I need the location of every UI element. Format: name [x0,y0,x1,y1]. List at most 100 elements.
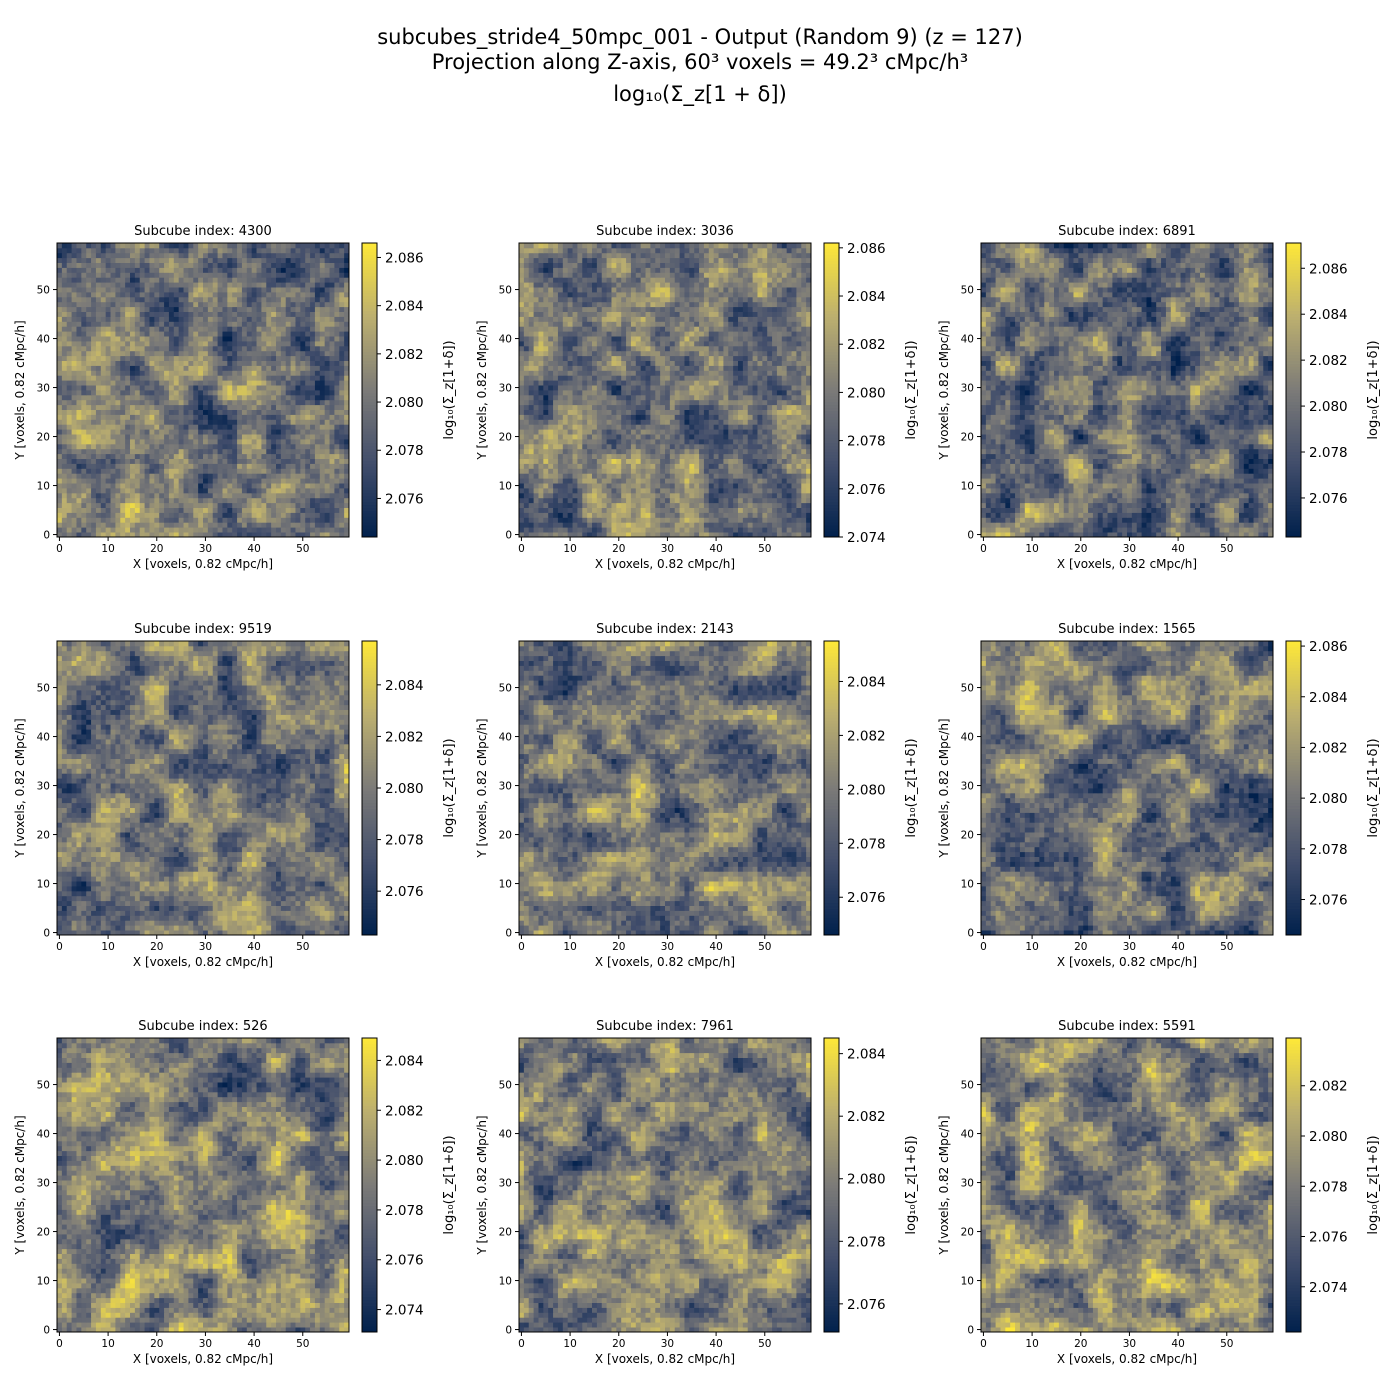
x-tick-label: 40 [247,941,260,953]
colorbar-tick-label: 2.082 [385,729,424,745]
y-tick-label: 0 [505,530,512,542]
y-tick-label: 40 [961,334,974,346]
x-tick-label: 10 [101,543,114,555]
y-tick-label: 40 [499,1129,512,1141]
y-tick-label: 10 [499,879,512,891]
colorbar-label: log₁₀(Σ_z[1+δ]) [442,1135,457,1234]
colorbar-tick-label: 2.082 [847,1109,886,1125]
x-tick-label: 10 [1025,543,1038,555]
x-tick-label: 30 [661,543,674,555]
x-tick-label: 50 [296,543,309,555]
colorbar-tick-label: 2.080 [385,395,424,411]
y-tick-label: 50 [37,285,50,297]
colorbar-tick-label: 2.076 [1309,1230,1348,1246]
y-axis-label: Y [voxels, 0.82 cMpc/h] [13,718,27,858]
colorbar-tick-label: 2.080 [385,781,424,797]
colorbar-tick-label: 2.084 [385,299,424,315]
x-tick-label: 20 [1074,543,1087,555]
y-tick-label: 30 [499,1178,512,1190]
y-tick-label: 10 [961,879,974,891]
colorbar-tick-label: 2.078 [1309,1179,1348,1195]
x-tick-label: 40 [1171,941,1184,953]
colorbar-tick-label: 2.076 [385,1253,424,1269]
subplot-title: Subcube index: 5591 [1058,1019,1196,1034]
y-tick-label: 30 [499,781,512,793]
y-tick-label: 30 [37,1178,50,1190]
x-tick-label: 30 [661,941,674,953]
y-tick-label: 30 [499,383,512,395]
heatmap-image [519,243,811,537]
x-tick-label: 50 [1220,941,1233,953]
figure-title-line3: log₁₀(Σ_z[1 + δ]) [613,82,787,107]
y-axis-label: Y [voxels, 0.82 cMpc/h] [475,1115,489,1255]
y-tick-label: 20 [961,432,974,444]
subplot-title: Subcube index: 526 [138,1019,267,1034]
y-tick-label: 10 [961,481,974,493]
x-tick-label: 40 [247,1338,260,1350]
x-axis-label: X [voxels, 0.82 cMpc/h] [595,955,735,969]
y-tick-label: 50 [37,683,50,695]
x-axis-label: X [voxels, 0.82 cMpc/h] [1057,557,1197,571]
x-tick-label: 10 [563,1338,576,1350]
x-tick-label: 50 [758,941,771,953]
y-axis-label: Y [voxels, 0.82 cMpc/h] [13,1115,27,1255]
x-tick-label: 0 [518,1338,525,1350]
subplot-title: Subcube index: 6891 [1058,224,1196,239]
colorbar-tick-label: 2.080 [1309,399,1348,415]
y-tick-label: 40 [499,334,512,346]
colorbar-tick-label: 2.084 [847,674,886,690]
y-tick-label: 20 [961,1227,974,1239]
y-tick-label: 0 [43,1325,50,1337]
x-tick-label: 20 [1074,1338,1087,1350]
colorbar-tick-label: 2.078 [847,836,886,852]
colorbar-label: log₁₀(Σ_z[1+δ]) [442,738,457,837]
heatmap-image [981,641,1273,935]
x-tick-label: 40 [1171,1338,1184,1350]
y-tick-label: 20 [499,830,512,842]
x-tick-label: 50 [758,1338,771,1350]
colorbar-tick-label: 2.082 [385,347,424,363]
colorbar-tick-label: 2.086 [385,250,424,266]
x-tick-label: 30 [199,543,212,555]
colorbar-tick-label: 2.078 [1309,445,1348,461]
figure-title-line1: subcubes_stride4_50mpc_001 - Output (Ran… [377,25,1023,50]
colorbar-tick-label: 2.082 [385,1103,424,1119]
colorbar-tick-label: 2.076 [1309,491,1348,507]
y-axis-label: Y [voxels, 0.82 cMpc/h] [937,718,951,858]
heatmap-image [519,641,811,935]
colorbar-tick-label: 2.084 [847,1047,886,1063]
colorbar-label: log₁₀(Σ_z[1+δ]) [442,340,457,439]
x-tick-label: 30 [199,941,212,953]
y-tick-label: 50 [961,285,974,297]
y-tick-label: 10 [37,481,50,493]
colorbar-label: log₁₀(Σ_z[1+δ]) [904,738,919,837]
y-tick-label: 0 [43,530,50,542]
y-tick-label: 0 [967,530,974,542]
heatmap-image [57,243,349,537]
colorbar-tick-label: 2.078 [385,1203,424,1219]
y-tick-label: 20 [499,432,512,444]
x-tick-label: 50 [296,941,309,953]
x-axis-label: X [voxels, 0.82 cMpc/h] [595,557,735,571]
y-tick-label: 30 [37,383,50,395]
x-tick-label: 0 [980,1338,987,1350]
colorbar-tick-label: 2.080 [1309,1129,1348,1145]
colorbar-tick-label: 2.084 [1309,307,1348,323]
x-tick-label: 0 [518,543,525,555]
y-axis-label: Y [voxels, 0.82 cMpc/h] [475,718,489,858]
y-tick-label: 20 [499,1227,512,1239]
colorbar-tick-label: 2.082 [1309,740,1348,756]
y-tick-label: 10 [37,1276,50,1288]
x-tick-label: 50 [758,543,771,555]
x-axis-label: X [voxels, 0.82 cMpc/h] [133,1352,273,1366]
colorbar-tick-label: 2.078 [385,443,424,459]
x-tick-label: 10 [101,1338,114,1350]
y-tick-label: 50 [961,683,974,695]
x-tick-label: 0 [980,543,987,555]
colorbar-tick-label: 2.082 [847,728,886,744]
colorbar-tick-label: 2.076 [847,1297,886,1313]
x-tick-label: 20 [612,1338,625,1350]
y-tick-label: 10 [37,879,50,891]
subplot-title: Subcube index: 1565 [1058,622,1196,637]
